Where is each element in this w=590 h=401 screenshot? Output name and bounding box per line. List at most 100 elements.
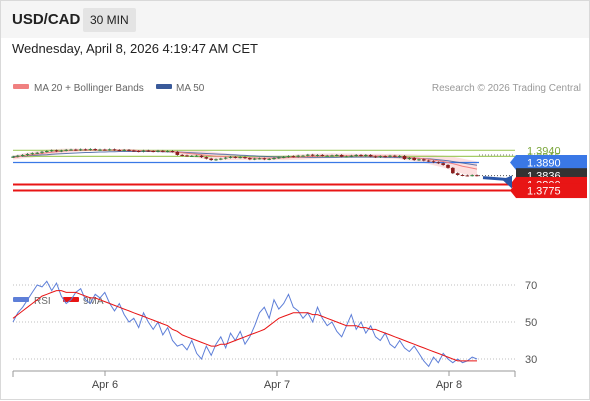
timestamp: Wednesday, April 8, 2026 4:19:47 AM CET — [12, 41, 258, 56]
candle-body — [185, 155, 189, 157]
candle-body — [373, 156, 378, 158]
candle-body — [388, 155, 392, 157]
candle-body — [219, 158, 223, 160]
candle-body — [204, 157, 209, 159]
candle-body — [141, 150, 146, 152]
rsi-tick-30: 30 — [525, 354, 537, 366]
candle-body — [451, 167, 455, 174]
candle-body — [281, 156, 286, 158]
candle-body — [455, 173, 460, 175]
candle-body — [54, 150, 59, 152]
ma20-legend-label: MA 20 + Bollinger Bands — [34, 83, 144, 94]
candle-body — [339, 154, 344, 157]
rsi-line — [12, 280, 478, 368]
candle-body — [325, 155, 329, 157]
candle-body — [107, 149, 112, 151]
candle-body — [93, 149, 97, 151]
candle-body — [422, 159, 426, 161]
rsi-ma-legend-label: 9MA — [83, 296, 104, 307]
candle-body — [49, 150, 54, 152]
candle-body — [257, 158, 262, 160]
candle-body — [16, 155, 20, 157]
candle-body — [165, 151, 170, 153]
candle-body — [475, 175, 479, 177]
candle-body — [146, 150, 151, 152]
candle-body — [354, 154, 358, 156]
candle-body — [383, 156, 387, 158]
candle-body — [277, 157, 281, 159]
candle-body — [170, 151, 175, 153]
resistance-label-0: 1.3940 — [527, 145, 561, 157]
candle-body — [412, 157, 416, 161]
candle-body — [151, 151, 155, 153]
candle-body — [320, 154, 325, 156]
candle-body — [132, 150, 136, 152]
candle-body — [180, 154, 184, 156]
rsi-ma-line — [12, 290, 477, 362]
pivot-label-2: 1.3890 — [527, 158, 561, 170]
candle-body — [199, 155, 204, 158]
x-tick-label-0: Apr 6 — [92, 379, 118, 391]
support-label-5: 1.3775 — [527, 186, 561, 198]
x-tick-label-2: Apr 8 — [436, 379, 462, 391]
rsi-legend-label: RSI — [34, 296, 51, 307]
candle-body — [296, 155, 300, 157]
candle-body — [441, 163, 445, 165]
candle-body — [359, 154, 363, 156]
x-tick-label-1: Apr 7 — [264, 379, 290, 391]
rsi-legend-swatch — [13, 297, 29, 302]
candle-body — [262, 158, 267, 160]
candle-body — [417, 159, 421, 161]
candle-body — [88, 149, 93, 151]
candle-body — [127, 149, 131, 151]
candle-body — [407, 157, 412, 160]
timeframe-badge[interactable]: 30 MIN — [83, 8, 136, 32]
candle-body — [45, 151, 49, 153]
candle-body — [470, 175, 474, 177]
candle-body — [11, 156, 15, 158]
candle-body — [431, 161, 436, 163]
candle-body — [397, 155, 402, 157]
x-axis: Apr 6 Apr 7 Apr 8 — [12, 370, 516, 391]
candle-body — [460, 174, 465, 176]
pivot-tag-pointer — [510, 155, 516, 170]
candle-body — [214, 159, 218, 161]
candle-body — [136, 151, 141, 153]
candle-body — [378, 156, 383, 158]
candle-body — [465, 175, 470, 177]
candle-body — [330, 155, 334, 157]
main-legend: MA 20 + Bollinger Bands MA 50 Research ©… — [13, 83, 581, 94]
candle-body — [402, 155, 407, 160]
support-tag-5 — [516, 183, 587, 199]
candle-body — [272, 158, 276, 160]
candle-body — [335, 154, 339, 156]
candle-body — [364, 154, 368, 156]
candle-body — [315, 154, 320, 156]
candle-body — [20, 154, 25, 156]
candle-body — [209, 158, 213, 161]
candle-body — [306, 154, 310, 156]
candle-body — [286, 156, 291, 158]
candle-body — [78, 149, 83, 151]
candle-body — [349, 155, 354, 157]
candle-body — [310, 154, 315, 156]
rsi-legend: RSI 9MA — [13, 296, 104, 307]
symbol-title: USD/CAD — [12, 11, 81, 28]
candle-body — [238, 157, 242, 159]
candle-body — [190, 155, 194, 157]
candle-body — [175, 151, 180, 155]
candle-body — [74, 149, 78, 151]
ma50-legend-label: MA 50 — [176, 83, 205, 94]
candle-body — [252, 158, 257, 160]
rsi-tick-50: 50 — [525, 317, 537, 329]
rsi-plot: 70 50 30 — [12, 280, 537, 368]
rsi-tick-70: 70 — [525, 280, 537, 292]
candle-body — [40, 151, 44, 153]
candle-body — [69, 149, 73, 151]
candle-body — [426, 160, 431, 162]
candle-body — [156, 150, 160, 152]
ma50-legend-swatch — [156, 84, 172, 89]
